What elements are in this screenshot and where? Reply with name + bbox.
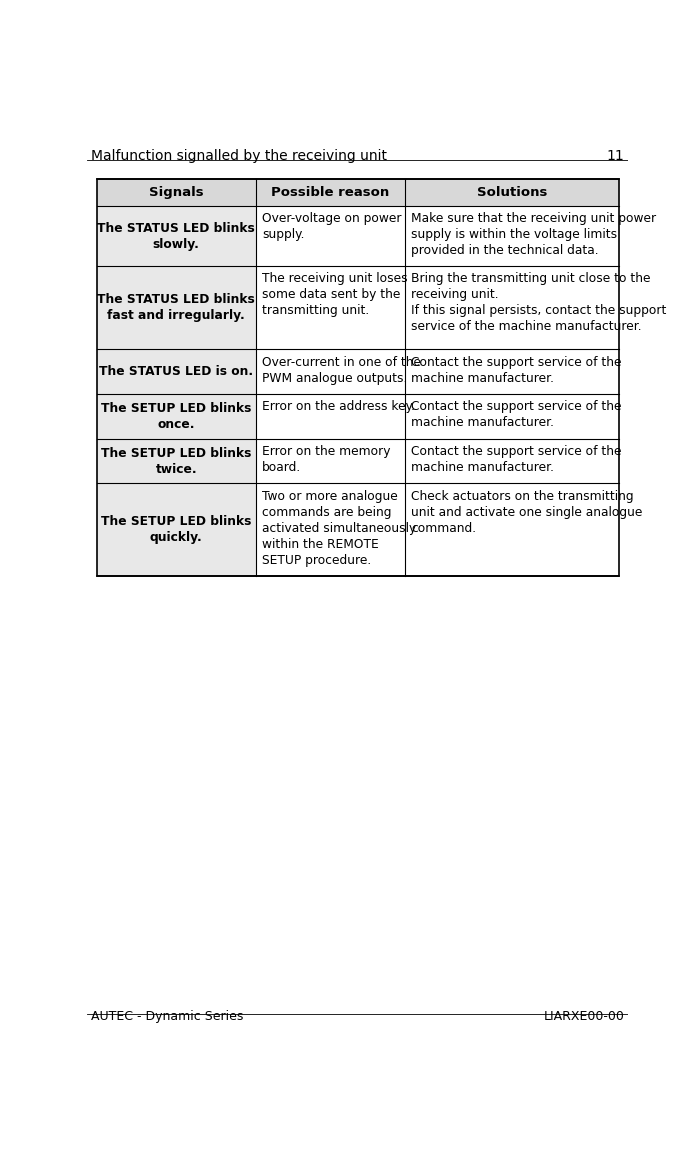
Text: Signals: Signals	[149, 186, 204, 198]
Text: The STATUS LED blinks
fast and irregularly.: The STATUS LED blinks fast and irregular…	[97, 293, 255, 322]
Bar	[96, 439, 256, 483]
Text: The STATUS LED is on.: The STATUS LED is on.	[99, 365, 253, 378]
Text: The SETUP LED blinks
once.: The SETUP LED blinks once.	[101, 401, 251, 431]
Text: Error on the memory
board.: Error on the memory board.	[262, 445, 391, 474]
Text: Contact the support service of the
machine manufacturer.: Contact the support service of the machi…	[411, 400, 621, 429]
Text: Make sure that the receiving unit power
supply is within the voltage limits
prov: Make sure that the receiving unit power …	[411, 212, 656, 258]
Text: 11: 11	[607, 149, 624, 163]
Text: The SETUP LED blinks
twice.: The SETUP LED blinks twice.	[101, 447, 251, 476]
Text: Contact the support service of the
machine manufacturer.: Contact the support service of the machi…	[411, 356, 621, 385]
Text: Possible reason: Possible reason	[272, 186, 389, 198]
Bar	[96, 179, 619, 575]
Text: Over-voltage on power
supply.: Over-voltage on power supply.	[262, 212, 401, 242]
Bar	[96, 179, 256, 207]
Text: Solutions: Solutions	[477, 186, 547, 198]
Text: Contact the support service of the
machine manufacturer.: Contact the support service of the machi…	[411, 445, 621, 474]
Text: Over-current in one of the
PWM analogue outputs.: Over-current in one of the PWM analogue …	[262, 356, 421, 385]
Bar	[405, 179, 619, 207]
Bar	[96, 349, 256, 394]
Text: Malfunction signalled by the receiving unit: Malfunction signalled by the receiving u…	[91, 149, 387, 163]
Text: Error on the address key.: Error on the address key.	[262, 400, 415, 413]
Text: The receiving unit loses
some data sent by the
transmitting unit.: The receiving unit loses some data sent …	[262, 272, 408, 317]
Text: Two or more analogue
commands are being
activated simultaneously
within the REMO: Two or more analogue commands are being …	[262, 490, 416, 567]
Text: Check actuators on the transmitting
unit and activate one single analogue
comman: Check actuators on the transmitting unit…	[411, 490, 642, 534]
Text: LIARXE00-00: LIARXE00-00	[544, 1011, 624, 1023]
Text: AUTEC - Dynamic Series: AUTEC - Dynamic Series	[91, 1011, 244, 1023]
Bar	[96, 207, 256, 266]
Bar	[96, 266, 256, 349]
Text: The STATUS LED blinks
slowly.: The STATUS LED blinks slowly.	[97, 222, 255, 251]
Bar	[256, 179, 405, 207]
Text: Bring the transmitting unit close to the
receiving unit.
If this signal persists: Bring the transmitting unit close to the…	[411, 272, 667, 334]
Bar	[96, 483, 256, 575]
Text: The SETUP LED blinks
quickly.: The SETUP LED blinks quickly.	[101, 515, 251, 544]
Bar	[96, 394, 256, 439]
